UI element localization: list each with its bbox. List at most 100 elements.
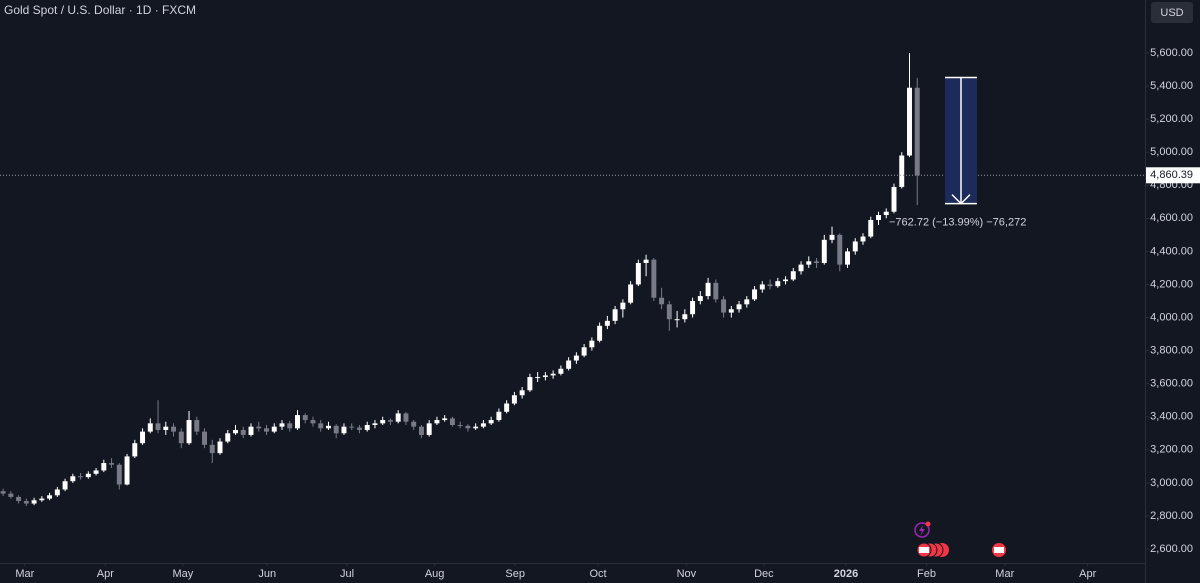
candle-body [837, 234, 843, 265]
x-tick-label: Mar [995, 568, 1014, 580]
candle-body [883, 211, 889, 216]
candle-body [356, 427, 362, 430]
event-icon [925, 521, 931, 527]
candle-body [535, 377, 541, 379]
candle-body [713, 282, 719, 300]
candle-body [775, 281, 781, 287]
last-price-tag [1146, 167, 1200, 184]
x-tick-label: Dec [754, 568, 774, 580]
candle-body [31, 500, 37, 504]
currency-label[interactable]: USD [1160, 7, 1183, 19]
candle-body [39, 498, 45, 501]
x-tick-label: Apr [97, 568, 114, 580]
candle-body [209, 444, 215, 454]
candle-body [109, 463, 115, 465]
candle-body [581, 347, 587, 356]
x-tick-label: Sep [505, 568, 525, 580]
measure-arrow-head [951, 194, 971, 205]
candle-body [264, 428, 269, 432]
candle-body [829, 234, 835, 240]
candle-body [54, 489, 60, 496]
candle-body [155, 423, 161, 430]
candle-body [202, 431, 207, 445]
candle-body [589, 340, 595, 348]
candle-body [697, 296, 703, 302]
candle-body [527, 377, 533, 391]
candle-body [566, 360, 572, 369]
candle-body [341, 426, 347, 434]
candle-body [876, 215, 881, 220]
candle-body [62, 481, 68, 490]
x-tick-label: May [172, 568, 193, 580]
candle-body [16, 496, 22, 502]
candle-body [868, 219, 874, 237]
last-price-label: 4,860.39 [1150, 169, 1193, 181]
candle-body [163, 426, 169, 430]
candle-body [643, 259, 649, 263]
y-tick-label: 4,000.00 [1150, 311, 1193, 323]
candle-body [442, 418, 448, 421]
candle-body [736, 304, 742, 310]
candle-body [194, 420, 200, 432]
candle-body [310, 420, 316, 424]
candle-body [403, 413, 409, 422]
candle-body [256, 426, 262, 429]
event-icon [919, 547, 929, 553]
x-tick-label: Oct [590, 568, 607, 580]
candle-body [124, 456, 130, 485]
candle-body [721, 299, 727, 313]
candle-body [395, 413, 401, 422]
candle-body [744, 299, 750, 305]
candle-body [349, 426, 355, 428]
candle-body [271, 426, 277, 432]
candle-body [47, 495, 53, 499]
x-tick-label: 2026 [834, 568, 858, 580]
candle-body [845, 251, 850, 265]
candle-body [480, 423, 486, 427]
candle-body [411, 421, 417, 427]
candle-body [914, 87, 920, 176]
y-tick-label: 3,400.00 [1150, 411, 1193, 423]
candle-body [604, 320, 610, 326]
candle-body [690, 301, 696, 315]
candle-body [147, 423, 153, 432]
candle-body [465, 425, 471, 429]
candle-body [364, 425, 370, 430]
candle-body [612, 309, 618, 321]
candle-body [8, 493, 14, 497]
y-tick-label: 5,400.00 [1150, 80, 1193, 92]
y-tick-label: 5,000.00 [1150, 146, 1193, 158]
event-icon [994, 547, 1004, 553]
candle-body [907, 87, 912, 156]
candle-body [70, 476, 76, 482]
candle-body [705, 282, 711, 297]
currency-button[interactable] [1151, 2, 1193, 23]
candle-body [140, 431, 146, 444]
candle-body [387, 420, 393, 422]
candle-body [628, 284, 634, 303]
candle-body [93, 470, 99, 474]
x-tick-label: Apr [1079, 568, 1096, 580]
y-tick-label: 3,000.00 [1150, 477, 1193, 489]
candle-body [659, 297, 665, 305]
symbol-title: Gold Spot / U.S. Dollar · 1D · FXCM [4, 3, 196, 17]
candle-body [248, 426, 254, 435]
candle-body [186, 420, 192, 444]
event-icon [919, 525, 925, 536]
candle-body [666, 304, 672, 320]
x-tick-label: Nov [677, 568, 697, 580]
candle-body [318, 423, 324, 429]
candle-body [814, 261, 820, 263]
x-tick-label: Jul [340, 568, 354, 580]
candle-body [380, 420, 386, 424]
candle-body [23, 501, 29, 504]
candle-body [457, 425, 463, 427]
candle-body [233, 429, 238, 434]
candle-body [821, 239, 827, 263]
x-tick-label: Mar [15, 568, 34, 580]
y-tick-label: 4,200.00 [1150, 278, 1193, 290]
candle-body [511, 395, 517, 404]
candle-body [852, 241, 858, 252]
